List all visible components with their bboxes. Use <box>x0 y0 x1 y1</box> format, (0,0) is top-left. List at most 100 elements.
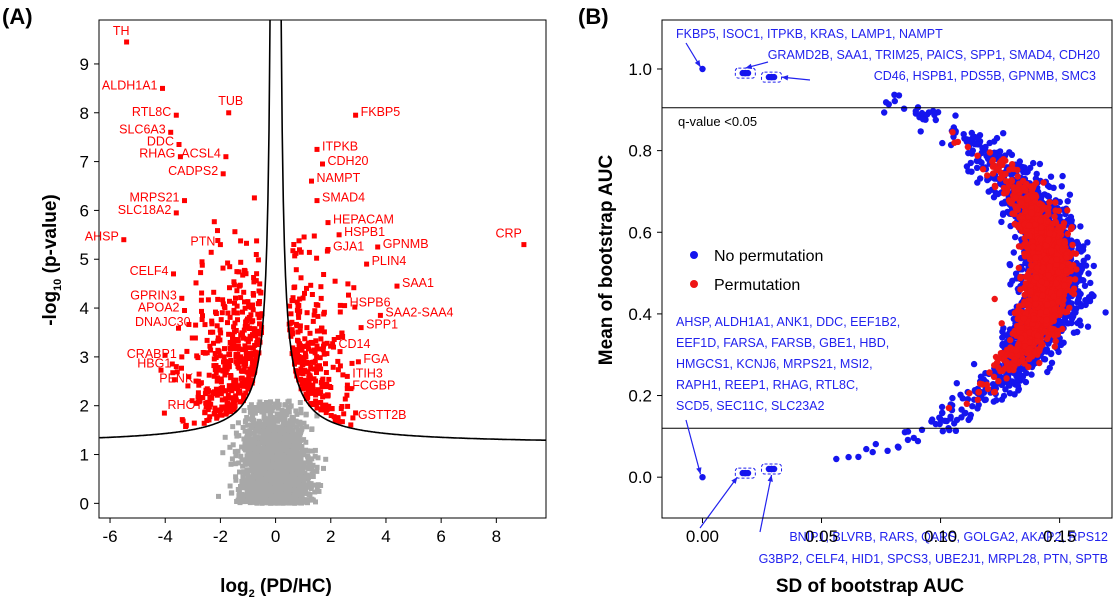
gene-point <box>330 341 336 347</box>
no-permutation-point <box>925 109 933 116</box>
x-axis-title-a: log2 (PD/HC) <box>220 576 332 600</box>
gene-point <box>230 442 236 448</box>
gene-point <box>280 492 286 497</box>
gene-point <box>252 435 258 441</box>
gene-point <box>189 398 195 404</box>
gene-point <box>228 374 234 380</box>
gene-point <box>285 486 291 492</box>
gene-point <box>316 488 322 494</box>
no-permutation-point <box>1043 346 1051 353</box>
gene-point <box>322 402 328 408</box>
gene-point <box>293 477 299 483</box>
gene-point <box>223 396 229 402</box>
gene-point <box>267 422 273 427</box>
gene-point-rtl8c <box>173 112 179 118</box>
gene-point <box>226 363 232 369</box>
gene-point <box>299 362 305 367</box>
gene-point <box>256 402 262 408</box>
gene-point <box>220 297 226 303</box>
gene-point-crabp1 <box>179 354 185 360</box>
gene-point <box>221 354 227 360</box>
gene-label-rhag: RHAG <box>139 147 175 161</box>
gene-point <box>214 323 220 329</box>
gene-label-fkbp5: FKBP5 <box>361 105 401 119</box>
gene-point <box>244 378 250 384</box>
gene-point <box>211 356 217 362</box>
gene-point <box>331 414 337 420</box>
gene-point <box>251 496 256 501</box>
gene-point <box>231 282 237 288</box>
gene-point <box>269 415 275 420</box>
gene-point <box>284 467 290 473</box>
gene-point <box>218 379 224 385</box>
gene-point-penk <box>195 378 201 384</box>
gene-point <box>304 424 310 430</box>
gene-point <box>244 323 250 329</box>
gene-point-fga <box>355 359 361 365</box>
gene-point <box>297 400 303 405</box>
gene-point <box>218 330 224 336</box>
no-permutation-point <box>1007 281 1014 288</box>
gene-point <box>239 375 245 381</box>
gene-point <box>185 383 191 389</box>
no-permutation-point <box>965 168 972 175</box>
gene-point <box>255 257 261 263</box>
gene-point <box>275 432 281 438</box>
no-permutation-point <box>895 92 903 99</box>
gene-point <box>218 391 224 397</box>
gene-label-aldh1a1: ALDH1A1 <box>102 78 158 92</box>
gene-point <box>228 395 233 401</box>
gene-point <box>214 413 220 419</box>
gene-point <box>245 471 250 477</box>
gene-point <box>228 490 234 496</box>
gene-point <box>275 482 281 488</box>
gene-point <box>251 430 257 436</box>
gene-point <box>250 415 256 421</box>
gene-point <box>288 440 294 446</box>
no-permutation-point <box>1014 382 1022 389</box>
gene-point <box>296 482 302 488</box>
gene-point <box>294 307 300 313</box>
gene-point <box>306 249 312 255</box>
gene-point <box>299 487 305 493</box>
gene-point <box>273 468 279 474</box>
no-permutation-point <box>1057 341 1065 349</box>
gene-point <box>311 376 317 382</box>
gene-point <box>295 311 301 317</box>
gene-point <box>337 349 343 355</box>
gene-point <box>297 328 303 334</box>
gene-point <box>251 366 257 372</box>
gene-point <box>279 426 285 432</box>
gene-point <box>256 442 262 448</box>
gene-point <box>280 447 286 453</box>
gene-point <box>251 195 257 201</box>
gene-point <box>246 475 252 480</box>
gene-point <box>256 339 262 345</box>
no-permutation-point <box>966 414 974 422</box>
gene-point <box>258 472 264 477</box>
gene-point <box>293 418 299 424</box>
gene-point <box>315 313 321 319</box>
gene-point <box>244 336 250 342</box>
gene-point <box>240 272 246 278</box>
no-permutation-point <box>1084 323 1092 330</box>
gene-point <box>227 264 233 270</box>
gene-point <box>244 369 250 375</box>
gene-point <box>216 367 221 373</box>
gene-point <box>238 453 244 459</box>
gene-point <box>303 391 309 397</box>
no-permutation-point <box>982 396 989 403</box>
gene-point <box>227 444 233 450</box>
gene-point-hepacam <box>325 220 331 226</box>
gene-point <box>309 456 315 462</box>
gene-point <box>261 454 267 460</box>
gene-point <box>247 440 252 446</box>
gene-point <box>321 341 327 347</box>
gene-point <box>292 361 297 367</box>
gene-label-nampt: NAMPT <box>317 171 361 185</box>
gene-point <box>289 482 295 487</box>
gene-point <box>288 403 294 409</box>
gene-point <box>255 445 260 451</box>
gene-point <box>195 355 201 361</box>
gene-point <box>257 399 263 405</box>
